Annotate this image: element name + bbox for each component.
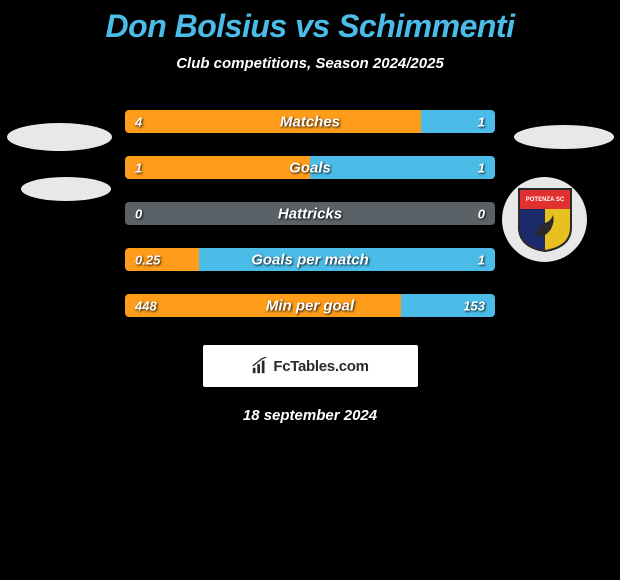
stat-bar-right-value: 1 bbox=[478, 252, 485, 267]
stat-bar-left-value: 4 bbox=[135, 114, 142, 129]
stat-bar: Matches 4 1 bbox=[125, 110, 495, 133]
stat-bar-left-value: 448 bbox=[135, 298, 157, 313]
stat-bar-left-fill bbox=[125, 156, 310, 179]
player-right-club-badge: POTENZA SC bbox=[502, 177, 587, 262]
stat-bar-left-fill bbox=[125, 294, 401, 317]
player-left-avatar bbox=[7, 123, 112, 151]
stats-bars: Matches 4 1 Goals 1 1 Hattricks 0 0 Goals per mat… bbox=[125, 110, 495, 317]
stat-bar-right-value: 1 bbox=[478, 114, 485, 129]
stat-bar: Min per goal 448 153 bbox=[125, 294, 495, 317]
stat-bar-label: Goals per match bbox=[251, 251, 369, 268]
stat-bar-right-fill bbox=[310, 156, 495, 179]
player-left-club-badge bbox=[21, 177, 111, 201]
chart-icon bbox=[251, 357, 269, 375]
stat-bar: Goals per match 0.25 1 bbox=[125, 248, 495, 271]
snapshot-date: 18 september 2024 bbox=[243, 407, 377, 424]
comparison-title: Don Bolsius vs Schimmenti bbox=[106, 8, 515, 45]
stat-bar-left-fill bbox=[125, 110, 421, 133]
svg-text:POTENZA SC: POTENZA SC bbox=[525, 197, 564, 203]
stat-bar: Hattricks 0 0 bbox=[125, 202, 495, 225]
potenza-shield-icon: POTENZA SC bbox=[517, 187, 573, 253]
stat-bar-label: Min per goal bbox=[266, 297, 354, 314]
stat-bar: Goals 1 1 bbox=[125, 156, 495, 179]
stat-bar-right-value: 0 bbox=[478, 206, 485, 221]
player-right-avatar bbox=[514, 125, 614, 149]
stat-bar-left-value: 0 bbox=[135, 206, 142, 221]
fctables-logo: FcTables.com bbox=[203, 345, 418, 387]
stat-bar-right-value: 1 bbox=[478, 160, 485, 175]
stat-bar-label: Goals bbox=[289, 159, 331, 176]
stat-bar-label: Hattricks bbox=[278, 205, 342, 222]
stat-bar-left-value: 0.25 bbox=[135, 252, 160, 267]
stat-bar-left-value: 1 bbox=[135, 160, 142, 175]
stat-bar-right-value: 153 bbox=[463, 298, 485, 313]
stat-bar-label: Matches bbox=[280, 113, 340, 130]
comparison-subtitle: Club competitions, Season 2024/2025 bbox=[176, 55, 444, 72]
logo-text: FcTables.com bbox=[273, 358, 368, 375]
